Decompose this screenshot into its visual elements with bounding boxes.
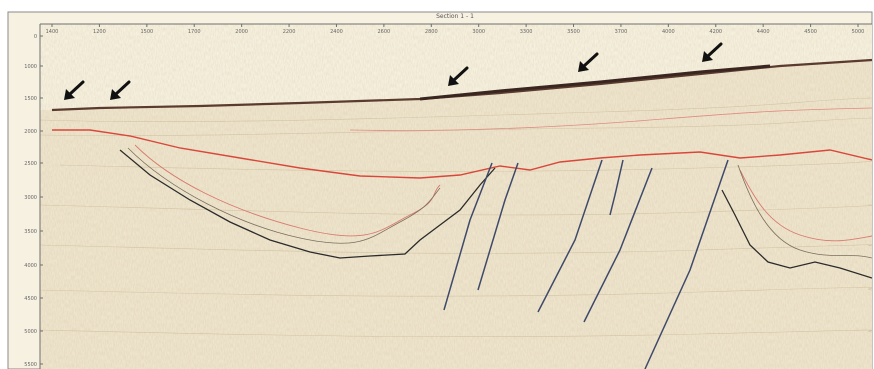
y-tick-label: 4000 (24, 263, 37, 269)
x-tick-label: 4400 (757, 29, 770, 35)
y-tick-label: 5500 (24, 362, 37, 368)
arrow-markers (64, 42, 723, 100)
x-tick-label: 2400 (330, 29, 343, 35)
y-tick-label: 3500 (24, 229, 37, 235)
fault-6 (644, 159, 729, 369)
x-tick-label: 2000 (235, 29, 248, 35)
fault-4 (609, 159, 624, 216)
y-tick-labels: 0 1000 1500 2000 2500 3000 3500 4000 4500 5000 550… (24, 34, 43, 368)
arrow-marker (702, 42, 723, 62)
x-tick-label: 3000 (472, 29, 485, 35)
x-tick-label: 3700 (615, 29, 628, 35)
arrow-marker (64, 80, 85, 100)
black-horizon-right-basin (721, 189, 872, 279)
arrow-marker (110, 80, 131, 100)
x-tick-label: 1500 (140, 29, 153, 35)
y-tick-label: 0 (34, 34, 37, 40)
y-tick-label: 5000 (24, 329, 37, 335)
section-top-label: Section 1 - 1 (436, 13, 474, 20)
x-tick-label: 1700 (188, 29, 201, 35)
seafloor-highlight (419, 64, 771, 101)
x-tick-label: 2600 (378, 29, 391, 35)
x-tick-label: 5000 (852, 29, 865, 35)
black-horizon-left-basin (119, 149, 496, 259)
grey-horizon-left-basin (127, 147, 441, 244)
fault-5 (583, 167, 653, 323)
red-horizon (52, 129, 872, 179)
x-tick-label: 2800 (425, 29, 438, 35)
arrow-marker (578, 52, 599, 72)
y-tick-label: 3000 (24, 195, 37, 201)
y-tick-label: 4500 (24, 296, 37, 302)
x-tick-label: 1400 (46, 29, 59, 35)
faint-reflectors (40, 97, 872, 338)
x-tick-label: 4200 (709, 29, 722, 35)
fault-1 (443, 162, 493, 311)
faults (443, 159, 729, 369)
arrow-marker (448, 66, 469, 86)
red-horizon-basin-2 (739, 169, 872, 242)
y-tick-label: 1500 (24, 96, 37, 102)
grey-horizon-right-basin (737, 164, 872, 259)
seismic-texture (40, 24, 872, 369)
y-tick-label: 1000 (24, 64, 37, 70)
fault-2 (477, 162, 519, 291)
x-tick-label: 3500 (567, 29, 580, 35)
x-tick-label: 4000 (662, 29, 675, 35)
x-tick-label: 1200 (93, 29, 106, 35)
x-tick-label: 3300 (520, 29, 533, 35)
x-tick-label: 4500 (804, 29, 817, 35)
x-tick-label: 2200 (283, 29, 296, 35)
red-reflector-shallow (349, 107, 872, 131)
y-tick-label: 2500 (24, 161, 37, 167)
x-tick-labels: 1400 1200 1500 1700 2000 2200 2400 2600 2800 3000… (46, 24, 865, 35)
fault-3 (537, 159, 603, 313)
y-tick-label: 2000 (24, 129, 37, 135)
